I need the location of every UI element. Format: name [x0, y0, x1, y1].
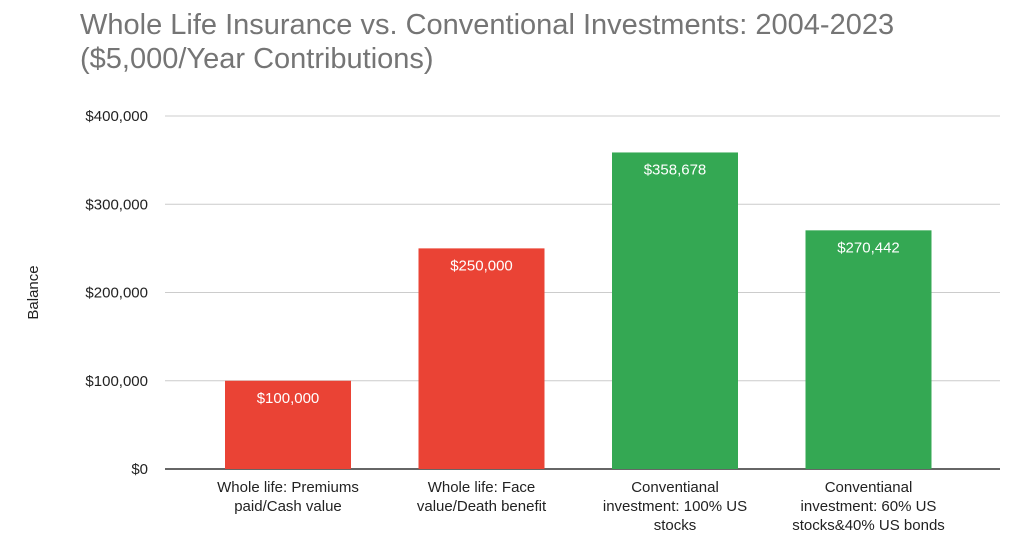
data-label: $358,678	[644, 161, 707, 178]
bar	[805, 230, 932, 469]
y-tick-label: $0	[131, 461, 148, 478]
x-tick-label: stocks	[654, 517, 697, 534]
data-label: $270,442	[837, 239, 900, 256]
y-tick-label: $400,000	[85, 108, 148, 125]
bar	[225, 380, 351, 469]
y-tick-label: $300,000	[85, 196, 148, 213]
x-tick-label: paid/Cash value	[234, 498, 342, 515]
bar	[418, 248, 545, 469]
x-tick-label: Whole life: Face	[428, 479, 536, 496]
chart-title: Whole Life Insurance vs. Conventional In…	[80, 8, 894, 76]
x-tick-label: investment: 60% US	[801, 498, 937, 515]
x-tick-label: value/Death benefit	[417, 498, 547, 515]
data-label: $250,000	[450, 257, 513, 274]
chart-title-line-2: ($5,000/Year Contributions)	[80, 43, 434, 75]
bar	[612, 152, 738, 469]
x-tick-label: stocks&40% US bonds	[792, 517, 945, 534]
data-label: $100,000	[257, 390, 320, 407]
y-tick-label: $100,000	[85, 373, 148, 390]
x-tick-label: investment: 100% US	[603, 498, 747, 515]
x-tick-label: Whole life: Premiums	[217, 479, 359, 496]
y-tick-label: $200,000	[85, 285, 148, 302]
x-tick-label: Conventianal	[825, 479, 913, 496]
y-axis-label: Balance	[25, 265, 42, 319]
x-tick-label: Conventianal	[631, 479, 719, 496]
chart-title-line-1: Whole Life Insurance vs. Conventional In…	[80, 9, 895, 41]
